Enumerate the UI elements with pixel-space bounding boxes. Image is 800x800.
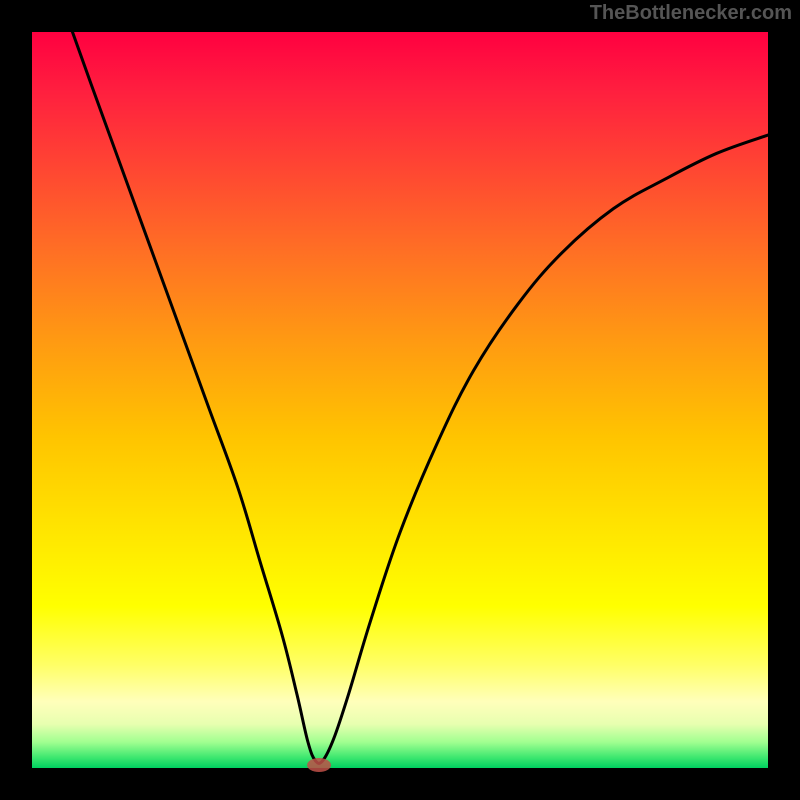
chart-svg — [0, 0, 800, 800]
minimum-marker — [307, 758, 331, 772]
watermark-text: TheBottlenecker.com — [590, 2, 792, 25]
bottleneck-chart: TheBottlenecker.com — [0, 0, 800, 800]
plot-background — [32, 32, 768, 768]
